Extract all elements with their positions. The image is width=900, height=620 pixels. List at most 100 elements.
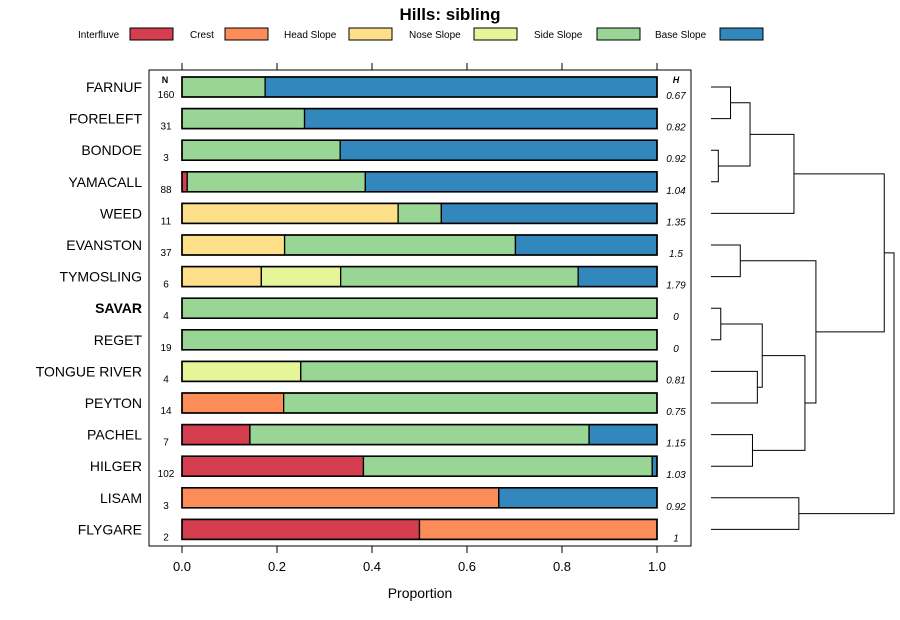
bar-segment: [181, 76, 266, 98]
legend-swatch: [348, 27, 393, 41]
bar-row: REGET 19 0: [94, 328, 679, 355]
dendrogram-branch: [752, 355, 806, 451]
legend-label: Crest: [190, 30, 214, 41]
x-tick-label: 0.2: [268, 559, 286, 574]
h-value: 1.79: [666, 281, 686, 292]
bar-row: PEYTON 14 0.75: [85, 392, 686, 418]
legend-label: Base Slope: [655, 30, 707, 41]
n-value: 3: [163, 501, 169, 512]
h-column-header: H: [673, 75, 680, 85]
bar-segment: [339, 139, 658, 161]
n-value: 6: [163, 280, 169, 291]
x-axis: 0.0 0.2 0.4 0.6 0.8 1.0: [173, 546, 666, 574]
bar-segment: [339, 265, 579, 288]
bar-outline: [181, 297, 658, 320]
bar-row: BONDOE 3 0.92: [81, 139, 686, 165]
bar-segment: [362, 455, 653, 477]
legend-swatch: [719, 27, 764, 41]
bar-segment: [440, 202, 658, 225]
bar-segment: [303, 107, 658, 130]
bar-segment: [181, 423, 251, 446]
bar-segment: [181, 329, 658, 351]
bar-segment: [181, 139, 341, 161]
bar-outline: [181, 171, 658, 193]
x-tick-label: 0.0: [173, 559, 191, 574]
h-value: 0: [673, 344, 679, 355]
bar-segment: [181, 202, 399, 225]
h-value: 1.5: [669, 249, 683, 260]
bar-row: EVANSTON 37 1.5: [66, 234, 683, 260]
n-value: 88: [160, 185, 172, 196]
n-column-header: N: [162, 75, 169, 85]
bar-segment: [181, 518, 421, 541]
h-value: 1.35: [666, 217, 686, 228]
n-value: 19: [160, 343, 172, 354]
bar-row: FORELEFT 31 0.82: [69, 107, 686, 134]
bar-outline: [181, 76, 658, 98]
bar-segment: [514, 234, 658, 256]
n-value: 2: [163, 532, 169, 543]
dendrogram-branch: [798, 252, 895, 515]
n-value: 160: [158, 90, 175, 101]
chart-title: Hills: sibling: [399, 5, 500, 24]
bar-segment: [260, 265, 342, 288]
bar-segment: [283, 234, 517, 256]
h-value: 1.15: [666, 439, 686, 450]
bar-outline: [181, 328, 658, 351]
dendrogram-branch: [711, 149, 719, 183]
bar-outline: [181, 265, 658, 288]
bar-row: TONGUE RIVER 4 0.81: [36, 360, 686, 386]
legend-label: Side Slope: [534, 30, 583, 41]
h-value: 1: [673, 533, 679, 544]
bar-outline: [181, 392, 658, 414]
dendrogram-branch: [711, 434, 753, 467]
bar-segment: [498, 487, 658, 509]
h-value: 0: [673, 312, 679, 323]
h-value: 0.92: [666, 154, 686, 165]
legend-swatch: [596, 27, 641, 41]
soil-label: TONGUE RIVER: [36, 363, 142, 379]
n-value: 3: [163, 153, 169, 164]
soil-label: BONDOE: [81, 142, 142, 158]
bar-outline: [181, 518, 658, 541]
x-tick-label: 0.6: [458, 559, 476, 574]
bar-segment: [588, 423, 658, 446]
soil-label: SAVAR: [95, 300, 142, 316]
x-tick-label: 1.0: [648, 559, 666, 574]
soil-label: WEED: [100, 205, 142, 221]
bar-segment: [364, 171, 658, 193]
soil-label: TYMOSLING: [60, 269, 142, 285]
bar-row: HILGER 102 1.03: [90, 455, 686, 481]
x-axis-label: Proportion: [388, 585, 453, 601]
bar-segment: [181, 392, 285, 414]
h-value: 0.67: [666, 91, 686, 102]
bar-row: LISAM 3 0.92: [100, 486, 686, 513]
dendrogram: [711, 86, 895, 530]
dendrogram-branch: [711, 370, 758, 404]
bar-segment: [186, 171, 367, 193]
bar-segment: [181, 265, 262, 288]
n-value: 7: [163, 438, 169, 449]
dendrogram-branch: [793, 173, 885, 333]
dendrogram-branch: [711, 244, 741, 278]
bar-segment: [181, 297, 658, 319]
soil-label: PACHEL: [87, 427, 142, 443]
n-value: 4: [163, 311, 169, 322]
top-axis-ticks: [181, 63, 658, 70]
h-value: 1.04: [666, 186, 686, 197]
bar-segment: [181, 360, 302, 383]
h-value: 1.03: [666, 470, 686, 481]
bar-outline: [181, 202, 658, 225]
soil-label: EVANSTON: [66, 237, 142, 253]
n-value: 11: [161, 216, 172, 227]
bar-outline: [181, 486, 658, 509]
bar-outline: [181, 423, 658, 446]
soil-label: LISAM: [100, 490, 142, 506]
bar-row: PACHEL 7 1.15: [87, 423, 686, 450]
n-value: 37: [160, 248, 172, 259]
soil-label: FARNUF: [86, 79, 142, 95]
bar-segment: [249, 423, 590, 446]
legend-label: Interfluve: [78, 30, 120, 41]
